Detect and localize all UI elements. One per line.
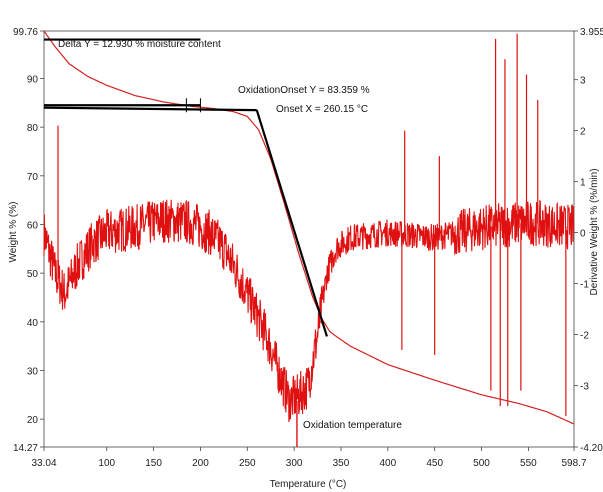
- y-right-axis-ticks: 3.955 3 2 1 0 -1 -2 -3 -4.205: [574, 27, 603, 454]
- x-axis-ticks: 33.04 100 150 200 250 300 350 400 450 500 550 598.7: [31, 447, 587, 469]
- y-right-tick-label: 3.955: [580, 27, 603, 38]
- y-right-tick-label: 0: [580, 229, 586, 240]
- weight-curve: [43, 30, 575, 425]
- y-right-tick-label: -3: [580, 382, 589, 393]
- weight-line: [43, 30, 575, 425]
- x-tick-label: 250: [239, 458, 256, 469]
- tangent-lines: [43, 38, 328, 337]
- derivative-curve: [43, 33, 575, 447]
- x-tick-label: 400: [379, 458, 396, 469]
- y-left-tick-label: 70: [27, 172, 39, 183]
- onset-tangent: [255, 109, 328, 337]
- onset-baseline: [43, 106, 257, 112]
- y-left-tick-label: 80: [27, 123, 39, 134]
- y-left-axis-title: Weight % (%): [8, 202, 19, 263]
- y-left-tick-label: 90: [27, 74, 39, 85]
- x-tick-label: 150: [145, 458, 162, 469]
- y-left-tick-label: 50: [27, 269, 39, 280]
- derivative-line: [43, 199, 575, 423]
- delta-annotation: Delta Y = 12.930 % moisture content: [58, 39, 221, 50]
- x-tick-label: 598.7: [561, 458, 586, 469]
- y-left-tick-label: 30: [27, 366, 39, 377]
- onset-x-annotation: Onset X = 260.15 °C: [276, 104, 368, 115]
- x-tick-label: 500: [473, 458, 490, 469]
- oxidation-temperature-annotation: Oxidation temperature: [303, 420, 402, 431]
- x-tick-label: 33.04: [31, 458, 56, 469]
- x-tick-label: 100: [98, 458, 115, 469]
- y-right-tick-label: -2: [580, 331, 589, 342]
- y-right-tick-label: -4.205: [580, 443, 603, 454]
- y-right-tick-label: 3: [580, 76, 586, 87]
- x-tick-label: 550: [520, 458, 537, 469]
- x-tick-label: 450: [426, 458, 443, 469]
- y-right-tick-label: -1: [580, 280, 589, 291]
- y-right-tick-label: 2: [580, 127, 586, 138]
- y-left-tick-label: 60: [27, 220, 39, 231]
- onset-y-annotation: OxidationOnset Y = 83.359 %: [238, 85, 370, 96]
- y-left-tick-label: 14.27: [13, 443, 38, 454]
- y-left-tick-label: 40: [27, 318, 39, 329]
- y-left-axis-ticks: 99.76 90 80 70 60 50 40 30 20 14.27: [13, 27, 44, 454]
- x-tick-label: 200: [192, 458, 209, 469]
- x-axis-title: Temperature (°C): [270, 479, 347, 490]
- y-right-tick-label: 1: [580, 178, 586, 189]
- y-left-tick-label: 99.76: [13, 27, 38, 38]
- y-left-tick-label: 20: [27, 415, 39, 426]
- x-tick-label: 300: [286, 458, 303, 469]
- x-tick-label: 350: [333, 458, 350, 469]
- y-right-axis-title: Derivative Weight % (%/min): [589, 168, 600, 295]
